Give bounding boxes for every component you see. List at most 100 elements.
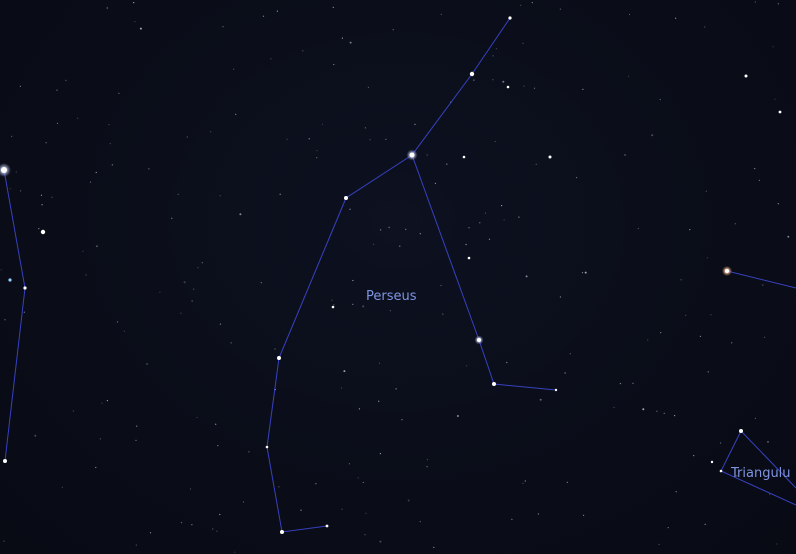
star-icon[interactable] xyxy=(344,196,348,200)
faint-star-icon xyxy=(189,488,192,490)
faint-star-icon xyxy=(754,168,756,170)
star-icon[interactable] xyxy=(467,256,471,260)
faint-star-icon xyxy=(308,138,310,140)
faint-star-icon xyxy=(38,228,40,230)
star-icon[interactable] xyxy=(554,388,558,392)
faint-star-icon xyxy=(106,7,108,9)
star-icon[interactable] xyxy=(277,356,281,360)
faint-star-icon xyxy=(0,269,2,271)
faint-star-icon xyxy=(440,13,442,15)
faint-star-icon xyxy=(414,123,416,125)
faint-star-icon xyxy=(787,235,790,238)
faint-star-icon xyxy=(535,163,537,165)
star-icon[interactable] xyxy=(492,382,496,386)
faint-star-icon xyxy=(495,48,498,50)
faint-star-icon xyxy=(456,415,459,417)
star-icon[interactable] xyxy=(778,110,782,114)
faint-star-icon xyxy=(637,227,639,230)
faint-star-icon xyxy=(159,291,161,293)
faint-star-icon xyxy=(518,216,520,218)
faint-star-icon xyxy=(699,335,702,337)
label-perseus[interactable]: Perseus xyxy=(366,289,417,304)
faint-star-icon xyxy=(734,223,736,225)
star-icon[interactable] xyxy=(325,524,329,528)
faint-star-icon xyxy=(632,382,634,384)
star-icon[interactable] xyxy=(3,459,7,463)
faint-star-icon xyxy=(239,213,242,216)
faint-star-icon xyxy=(468,227,470,229)
star-icon[interactable] xyxy=(719,469,723,473)
faint-star-icon xyxy=(357,477,359,479)
faint-star-icon xyxy=(146,363,148,365)
faint-star-icon xyxy=(465,243,467,246)
faint-star-icon xyxy=(65,79,67,81)
faint-star-icon xyxy=(419,521,421,523)
faint-star-icon xyxy=(624,154,626,156)
faint-star-icon xyxy=(401,419,403,421)
faint-star-icon xyxy=(705,190,707,192)
star-mirfak-core-icon xyxy=(409,152,415,158)
faint-star-icon xyxy=(388,226,390,228)
star-icon[interactable] xyxy=(462,155,466,159)
star-icon[interactable] xyxy=(548,155,552,159)
faint-star-icon xyxy=(656,410,658,412)
faint-star-icon xyxy=(219,195,221,197)
label-triangulum[interactable]: Triangulu xyxy=(730,466,791,481)
faint-star-icon xyxy=(446,163,448,165)
star-icon[interactable] xyxy=(506,85,510,89)
star-icon[interactable] xyxy=(280,530,284,534)
faint-star-icon xyxy=(196,416,198,419)
faint-star-icon xyxy=(135,544,137,546)
faint-star-icon xyxy=(349,41,352,44)
star-icon[interactable] xyxy=(744,74,748,78)
faint-star-icon xyxy=(378,400,380,402)
faint-star-icon xyxy=(522,42,524,44)
faint-star-icon xyxy=(341,508,343,510)
faint-star-icon xyxy=(533,87,536,89)
faint-star-icon xyxy=(378,362,381,364)
faint-star-icon xyxy=(9,188,11,190)
star-icon[interactable] xyxy=(40,229,46,235)
faint-star-icon xyxy=(352,279,354,282)
faint-star-icon xyxy=(466,365,468,367)
faint-star-icon xyxy=(442,313,444,315)
faint-star-icon xyxy=(492,79,494,81)
faint-star-icon xyxy=(506,361,508,364)
star-icon[interactable] xyxy=(710,460,714,464)
faint-star-icon xyxy=(20,190,22,192)
faint-star-icon xyxy=(135,439,137,441)
star-icon[interactable] xyxy=(23,286,27,290)
faint-star-icon xyxy=(180,522,183,524)
faint-star-icon xyxy=(492,55,494,57)
star-icon[interactable] xyxy=(331,305,335,309)
faint-star-icon xyxy=(566,481,568,483)
faint-star-icon xyxy=(659,98,661,101)
faint-star-icon xyxy=(706,257,708,259)
faint-star-icon xyxy=(139,27,142,30)
faint-star-icon xyxy=(11,135,13,137)
star-icon[interactable] xyxy=(8,278,12,282)
faint-star-icon xyxy=(95,171,97,174)
faint-star-icon xyxy=(525,275,528,278)
star-icon[interactable] xyxy=(265,445,269,449)
faint-star-icon xyxy=(736,475,738,477)
star-icon[interactable] xyxy=(739,429,743,433)
star-icon[interactable] xyxy=(508,16,512,20)
faint-star-icon xyxy=(45,142,47,144)
faint-star-icon xyxy=(523,85,525,87)
faint-star-icon xyxy=(559,8,562,10)
faint-star-icon xyxy=(564,372,566,374)
faint-star-icon xyxy=(503,219,505,221)
faint-star-icon xyxy=(186,136,188,138)
faint-star-icon xyxy=(433,546,435,549)
star-icon[interactable] xyxy=(469,71,475,77)
faint-star-icon xyxy=(520,4,522,6)
faint-star-icon xyxy=(704,26,706,28)
faint-star-icon xyxy=(569,353,571,355)
faint-star-icon xyxy=(4,319,6,321)
faint-star-icon xyxy=(584,271,587,274)
faint-star-icon xyxy=(658,543,660,546)
faint-star-icon xyxy=(663,412,665,414)
